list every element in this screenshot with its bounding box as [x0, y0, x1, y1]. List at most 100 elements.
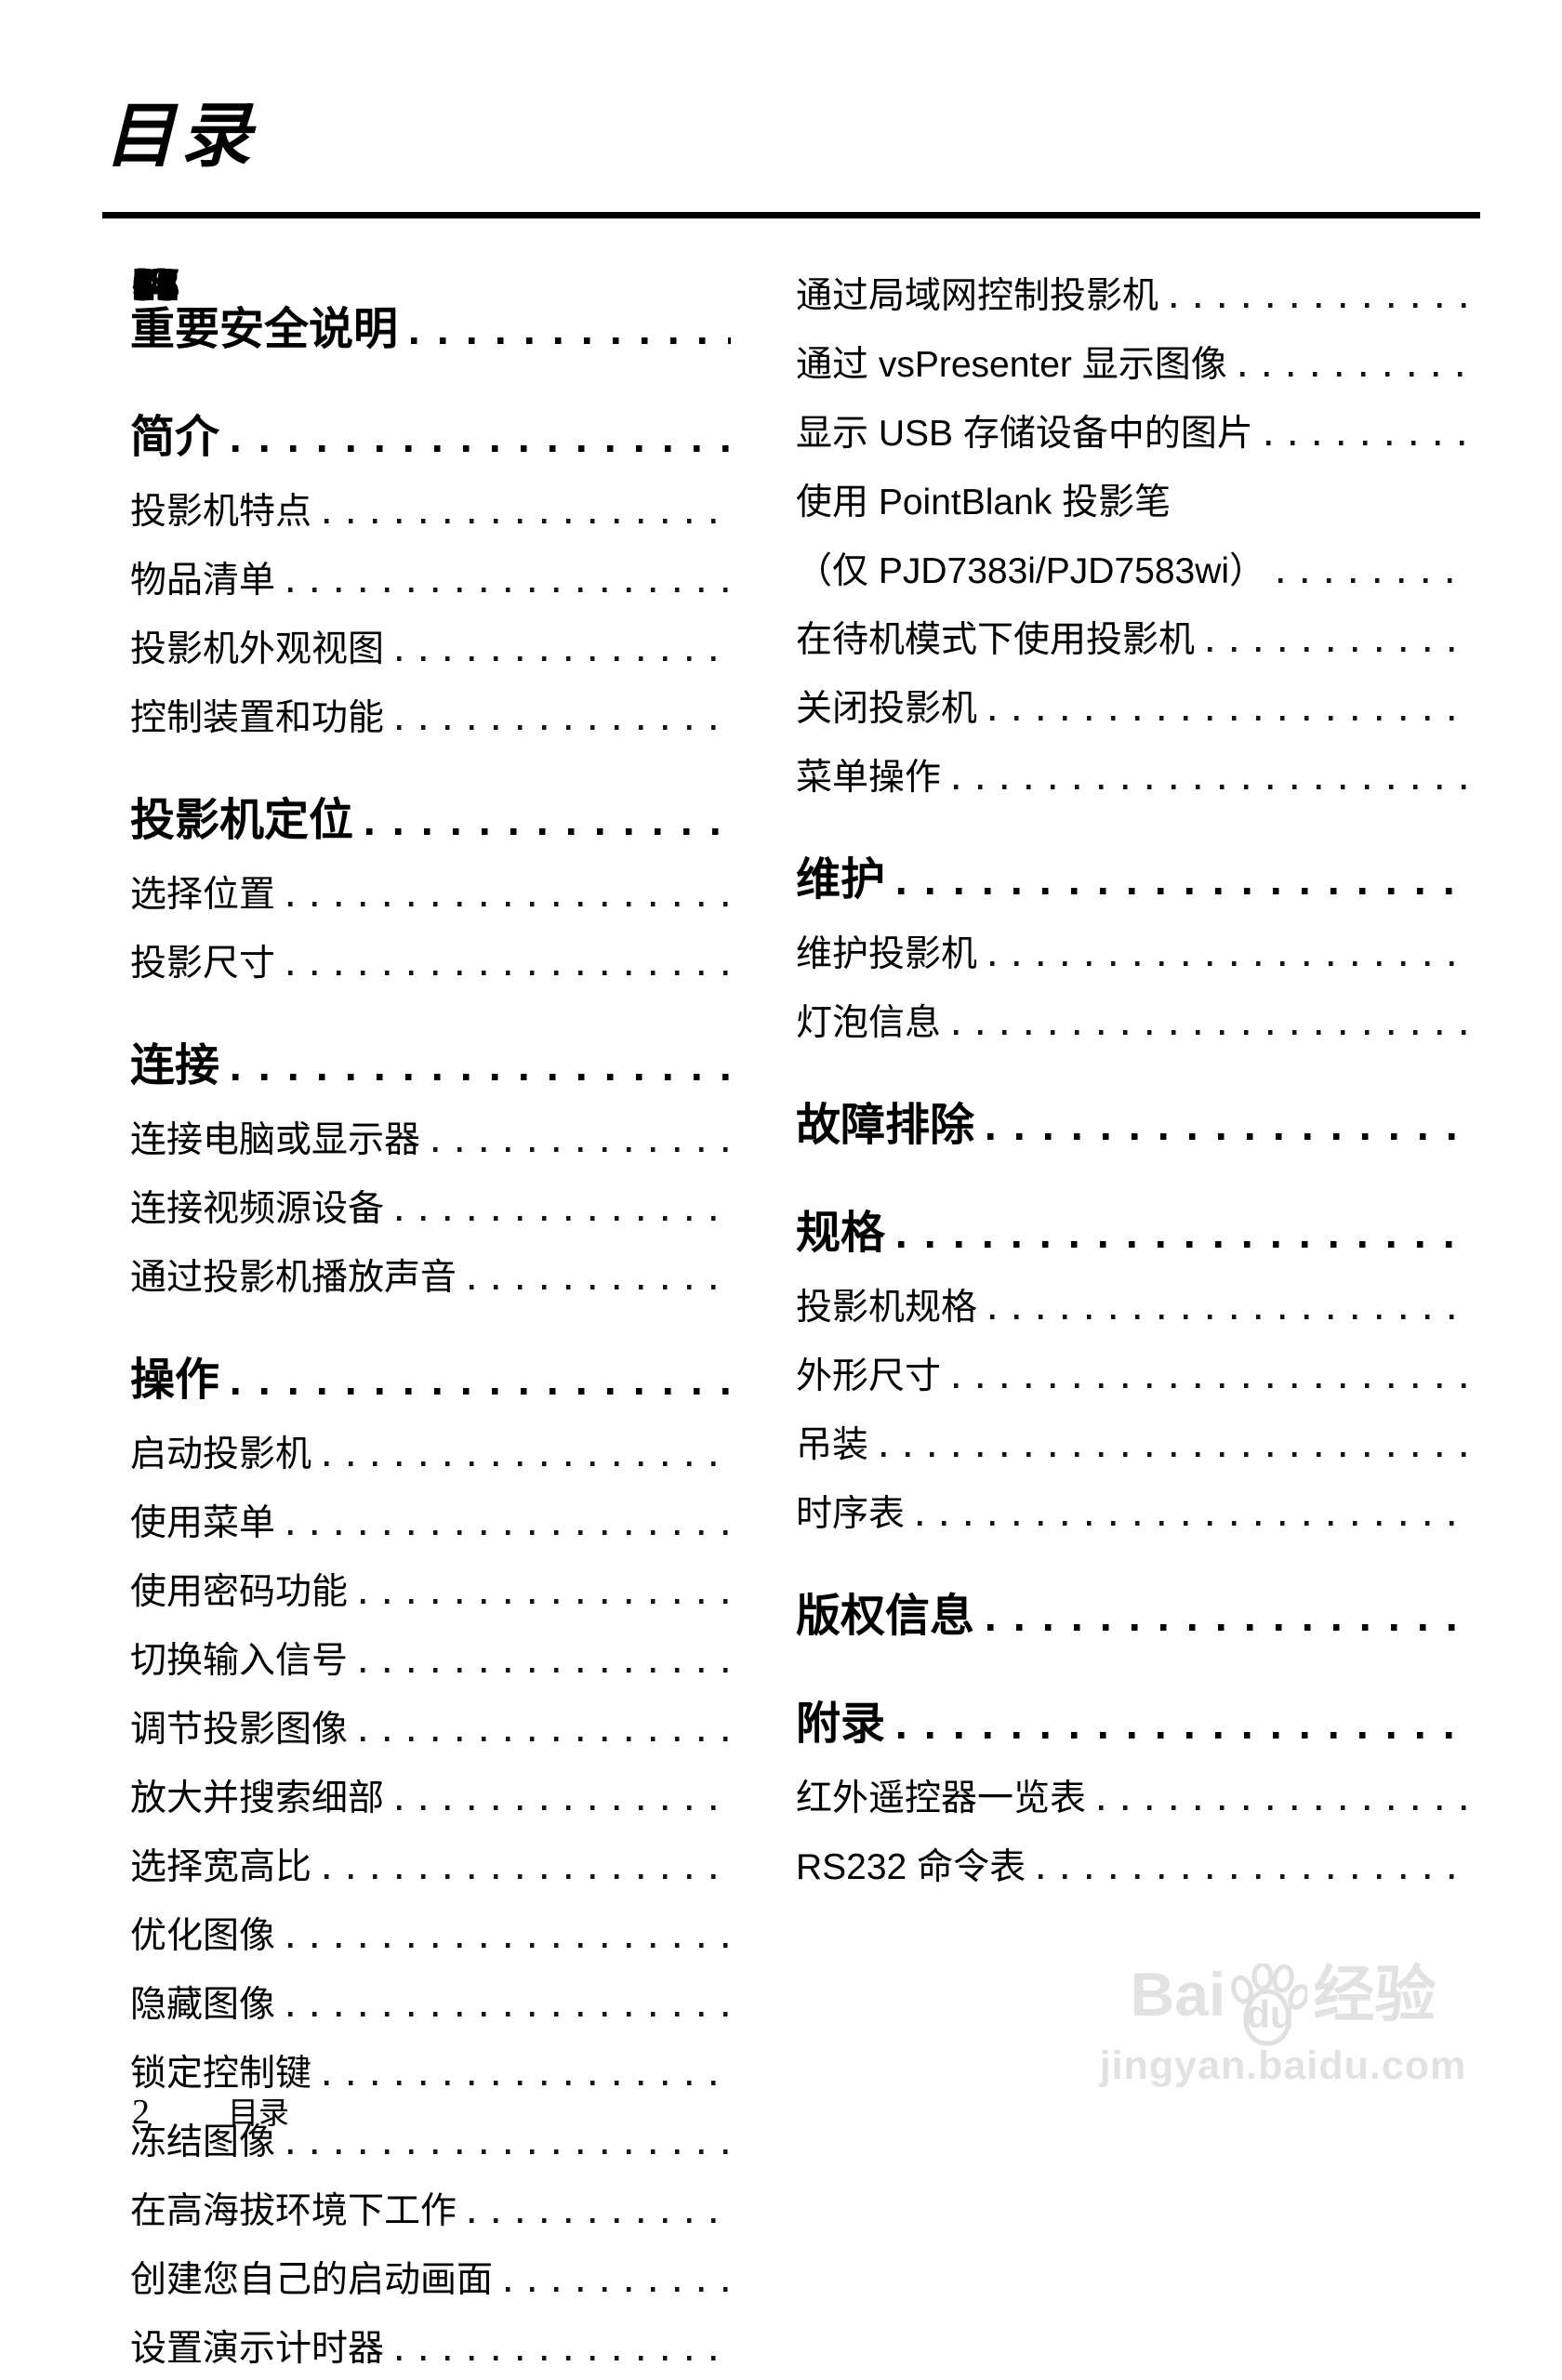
toc-entry: 外形尺寸 75: [132, 259, 1480, 1408]
toc-entry-page-number: 6: [132, 259, 152, 302]
toc-entry-page-number: 36: [132, 259, 170, 302]
toc-entry-label: 调节投影图像: [130, 1710, 349, 1750]
toc-entry-label: （仅 PJD7383i/PJD7583wi）: [796, 551, 1266, 591]
toc-entry: 隐藏图像 35: [130, 259, 740, 2036]
toc-entry-page-number: 57: [132, 259, 170, 302]
toc-entry: 启动投影机 21: [130, 259, 740, 1486]
toc-entry-label: 菜单操作: [796, 758, 942, 798]
toc-entry-page-number: 56: [132, 259, 170, 302]
dot-leader: [361, 1737, 731, 1741]
toc-entry-page-number: 24: [132, 259, 170, 302]
dot-leader: [918, 1521, 1471, 1526]
toc-entry-label: 简介: [130, 413, 220, 462]
toc-entry-label: 灯泡信息: [796, 1003, 942, 1043]
toc-entry-page-number: 5: [132, 259, 156, 311]
toc-entry-page-number: 15: [132, 259, 179, 311]
toc-entry-label: 连接电脑或显示器: [130, 1120, 421, 1160]
toc-entry: RS232 命令表 78: [132, 259, 1480, 1898]
toc-entry: 简介 5: [130, 259, 740, 474]
dot-leader: [397, 1805, 731, 1810]
toc-entry: 通过局域网控制投影机 39: [132, 258, 1480, 327]
toc-entry: 维护 66: [132, 259, 1480, 917]
toc-entry-page-number: 16: [132, 259, 170, 302]
dot-leader: [898, 1241, 1471, 1248]
dot-leader: [987, 1624, 1471, 1631]
toc-entry-page-number: 66: [132, 259, 179, 311]
toc-entry-page-number: 27: [132, 259, 170, 302]
toc-entry-label: 通过局域网控制投影机: [796, 276, 1159, 316]
toc-entry-label: 投影机定位: [130, 796, 354, 845]
toc-entry: 规格 74: [132, 259, 1480, 1270]
dot-leader: [324, 519, 731, 523]
toc-entry-label: 选择宽高比: [130, 1847, 312, 1887]
toc-entry-label: 维护: [796, 855, 886, 905]
toc-entry-label: 外形尺寸: [796, 1356, 942, 1396]
toc-entry-label: 通过投影机播放声音: [130, 1258, 457, 1298]
toc-entry: （仅 PJD7383i/PJD7583wi） 53: [132, 259, 1480, 602]
toc-entry-label: 维护投影机: [796, 934, 978, 974]
toc-entry: 附录 78: [132, 259, 1480, 1761]
toc-entry-page-number: 12: [132, 259, 179, 311]
dot-leader: [1239, 372, 1471, 377]
dot-leader: [990, 961, 1471, 966]
toc-entry-label: 关闭投影机: [796, 689, 978, 729]
toc-entry-label: 规格: [796, 1209, 886, 1258]
toc-entry-page-number: 3: [132, 259, 156, 311]
dot-leader: [954, 785, 1471, 789]
toc-entry-page-number: 75: [132, 259, 170, 302]
dot-leader: [361, 1668, 731, 1673]
dot-leader: [397, 656, 731, 661]
toc-entry-page-number: 75: [132, 259, 170, 302]
toc-entry-page-number: 78: [132, 259, 179, 311]
toc-entry: 版权信息 77: [132, 259, 1480, 1653]
title-underline-rule: [102, 212, 1480, 218]
toc-right-column: 通过局域网控制投影机 39 通过 vsPresenter 显示图像 46 显示 …: [132, 258, 1480, 1898]
dot-leader: [1039, 1874, 1471, 1879]
toc-entry: 投影机外观视图 7: [130, 259, 740, 681]
toc-entry-page-number: 21: [132, 259, 179, 311]
watermark-brand-line: Bai du 经验: [1092, 1960, 1474, 2046]
toc-entry: 连接电脑或显示器 16: [130, 259, 740, 1171]
toc-entry-page-number: 74: [132, 259, 170, 302]
baidu-paw-icon: [1231, 1962, 1310, 2046]
toc-entry-page-number: 78: [132, 259, 170, 302]
toc-entry: 投影机规格 74: [132, 259, 1480, 1339]
toc-entry-page-number: 75: [132, 259, 170, 302]
dot-leader: [1172, 303, 1471, 308]
toc-entry-label: 使用菜单: [130, 1503, 276, 1543]
dot-leader: [470, 1285, 731, 1289]
toc-entry-label: 选择位置: [130, 875, 276, 915]
watermark-brand-chinese: 经验: [1313, 1960, 1436, 2029]
toc-entry-page-number: 74: [132, 259, 179, 311]
dot-leader: [288, 1943, 731, 1948]
toc-entry-page-number: 78: [132, 259, 170, 302]
toc-entry: 红外遥控器一览表 78: [132, 259, 1480, 1830]
dot-leader: [987, 1133, 1471, 1140]
toc-entry-page-number: 77: [132, 259, 179, 311]
toc-entry-page-number: 67: [132, 259, 170, 302]
dot-leader: [288, 1530, 731, 1535]
toc-entry-label: 隐藏图像: [130, 1985, 276, 2025]
dot-leader: [288, 902, 731, 906]
toc-entry: 菜单操作 57: [132, 259, 1480, 809]
toc-entry-label: 锁定控制键: [130, 2054, 312, 2094]
toc-entry-page-number: 35: [132, 259, 170, 302]
toc-entry-label: 投影机外观视图: [130, 629, 385, 669]
dot-leader: [433, 1147, 731, 1152]
toc-entry-page-number: 73: [132, 259, 179, 311]
dot-leader: [232, 445, 731, 452]
toc-entry: 通过投影机播放声音 19: [130, 259, 740, 1309]
toc-entry: 物品清单 6: [130, 259, 740, 612]
dot-leader: [1099, 1805, 1471, 1810]
toc-entry-page-number: 39: [132, 259, 170, 302]
dot-leader: [288, 588, 731, 592]
toc-entry: 灯泡信息 67: [132, 259, 1480, 1054]
toc-entry-page-number: 35: [132, 259, 170, 302]
dot-leader: [324, 1874, 731, 1879]
toc-entry: 使用菜单 23: [130, 259, 740, 1554]
toc-entry: 投影机特点 5: [130, 259, 740, 543]
toc-entry-page-number: 19: [132, 259, 170, 302]
toc-entry-page-number: 13: [132, 259, 170, 302]
toc-entry-page-number: 23: [132, 259, 170, 302]
toc-entry-label: 重要安全说明: [130, 305, 399, 354]
